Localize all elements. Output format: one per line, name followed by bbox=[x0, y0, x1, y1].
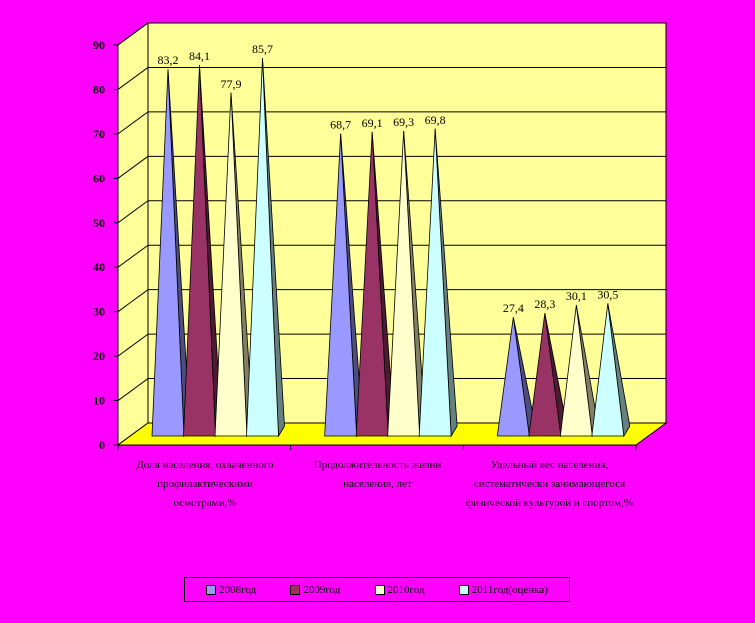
gridline-side bbox=[117, 289, 149, 313]
gridline-side bbox=[117, 22, 149, 46]
data-label-3-0: 85,7 bbox=[252, 42, 273, 56]
bar-1-1 bbox=[355, 131, 389, 437]
y-tick-label: 30 bbox=[93, 305, 105, 319]
data-label-1-2: 28,3 bbox=[534, 297, 555, 311]
data-label-2-1: 69,3 bbox=[393, 115, 414, 129]
bar-0-0 bbox=[151, 69, 185, 437]
legend-item-2008: 2008год bbox=[206, 584, 256, 596]
y-tick-label: 40 bbox=[93, 260, 105, 274]
gridline-side bbox=[117, 200, 149, 224]
gridline-side bbox=[117, 244, 149, 268]
data-label-1-0: 84,1 bbox=[189, 49, 210, 63]
data-label-3-1: 69,8 bbox=[425, 113, 446, 127]
data-label-0-0: 83,2 bbox=[158, 53, 179, 67]
gridline-side bbox=[117, 67, 149, 90]
bar-2-2 bbox=[559, 305, 593, 437]
data-label-2-0: 77,9 bbox=[221, 77, 242, 91]
legend-swatch-2009 bbox=[290, 584, 301, 595]
legend-swatch-2011 bbox=[458, 584, 469, 595]
bar-0-1 bbox=[324, 133, 358, 437]
bar-2-0 bbox=[214, 92, 248, 437]
bar-3-2 bbox=[591, 303, 625, 437]
legend-item-2009: 2009год bbox=[290, 584, 340, 596]
bar-3-0 bbox=[246, 58, 279, 437]
y-tick-label: 90 bbox=[93, 38, 105, 52]
legend-item-2011: 2011год(оценка) bbox=[458, 583, 548, 596]
bar-3-1 bbox=[418, 128, 452, 437]
category-label-0: Доля населения, охваченного профилактиче… bbox=[136, 459, 274, 509]
legend-swatch-2008 bbox=[206, 584, 217, 595]
y-tick-label: 70 bbox=[93, 127, 105, 141]
y-tick-label: 50 bbox=[93, 216, 105, 230]
legend-swatch-2010 bbox=[374, 584, 385, 595]
data-label-1-1: 69,1 bbox=[362, 116, 383, 130]
y-tick-label: 80 bbox=[93, 82, 105, 96]
legend-item-2010: 2010год bbox=[374, 583, 425, 596]
bar-1-2 bbox=[528, 313, 562, 437]
bar-1-0 bbox=[183, 65, 216, 437]
category-label-1: Продолжительность жизни населения, лет bbox=[313, 459, 442, 490]
chart-legend: 2008год 2009год 2010год 2011год(оценка) bbox=[184, 577, 570, 602]
data-label-3-2: 30,5 bbox=[597, 287, 618, 301]
legend-label-2009: 2009год bbox=[303, 583, 341, 596]
bar-0-2 bbox=[496, 317, 530, 437]
data-label-0-2: 27,4 bbox=[503, 301, 524, 315]
y-tick-label: 0 bbox=[99, 438, 105, 452]
y-tick-label: 60 bbox=[93, 171, 105, 185]
y-tick-label: 10 bbox=[93, 394, 105, 408]
data-label-0-1: 68,7 bbox=[330, 118, 351, 132]
legend-label-2011: 2011год(оценка) bbox=[471, 583, 548, 596]
category-label-2: Удельный вес населения, систематически з… bbox=[466, 459, 633, 509]
gridline-side bbox=[117, 378, 149, 401]
gridline-side bbox=[117, 111, 149, 135]
y-tick-label: 20 bbox=[93, 349, 105, 363]
gridline-side bbox=[117, 155, 149, 179]
legend-label-2010: 2010год bbox=[387, 583, 425, 596]
gridline-side bbox=[117, 333, 149, 357]
data-label-2-2: 30,1 bbox=[566, 289, 587, 303]
bar-2-1 bbox=[387, 130, 421, 437]
legend-label-2008: 2008год bbox=[219, 583, 257, 596]
